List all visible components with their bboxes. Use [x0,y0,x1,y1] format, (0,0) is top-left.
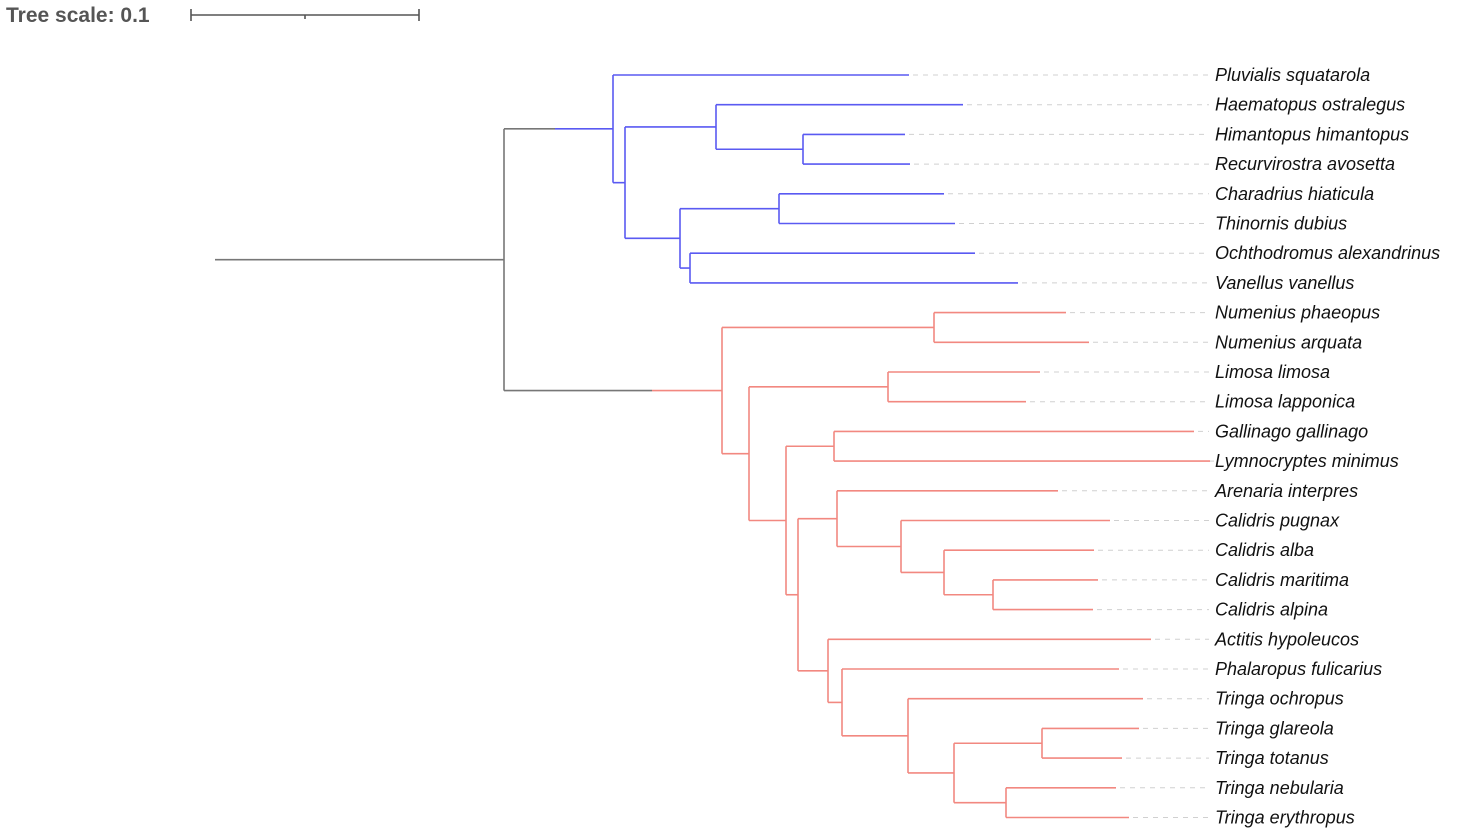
tip-label: Lymnocryptes minimus [1215,451,1399,471]
tip-label: Limosa limosa [1215,362,1330,382]
leader-lines [909,74,1214,818]
tip-label: Recurvirostra avosetta [1215,154,1395,174]
tip-label: Tringa totanus [1215,748,1329,768]
tip-label: Numenius phaeopus [1215,303,1380,323]
tip-label: Tringa glareola [1215,718,1334,738]
branches [215,74,1210,819]
tip-label: Numenius arquata [1215,332,1362,352]
tip-label: Calidris maritima [1215,570,1349,590]
tip-label: Gallinago gallinago [1215,421,1368,441]
tip-label: Calidris pugnax [1215,511,1340,531]
tree-scale-title: Tree scale: 0.1 [6,4,150,27]
tip-label: Tringa ochropus [1215,689,1344,709]
tip-label: Phalaropus fulicarius [1215,659,1382,679]
tip-label: Calidris alba [1215,540,1314,560]
tree-scale: Tree scale: 0.1 [6,4,420,27]
tip-label: Charadrius hiaticula [1215,184,1374,204]
tip-label: Arenaria interpres [1214,481,1358,501]
tip-label: Calidris alpina [1215,600,1328,620]
tip-label: Pluvialis squatarola [1215,65,1370,85]
tip-label: Ochthodromus alexandrinus [1215,243,1440,263]
tip-label: Haematopus ostralegus [1215,95,1405,115]
tip-label: Vanellus vanellus [1215,273,1354,293]
tip-label: Himantopus himantopus [1215,124,1409,144]
tip-label: Actitis hypoleucos [1214,629,1359,649]
tip-label: Tringa erythropus [1215,808,1355,828]
tip-label: Limosa lapponica [1215,392,1355,412]
tip-label: Tringa nebularia [1215,778,1344,798]
tip-labels: Pluvialis squatarola Haematopus ostralegu… [1214,65,1440,828]
tip-label: Thinornis dubius [1215,214,1347,234]
